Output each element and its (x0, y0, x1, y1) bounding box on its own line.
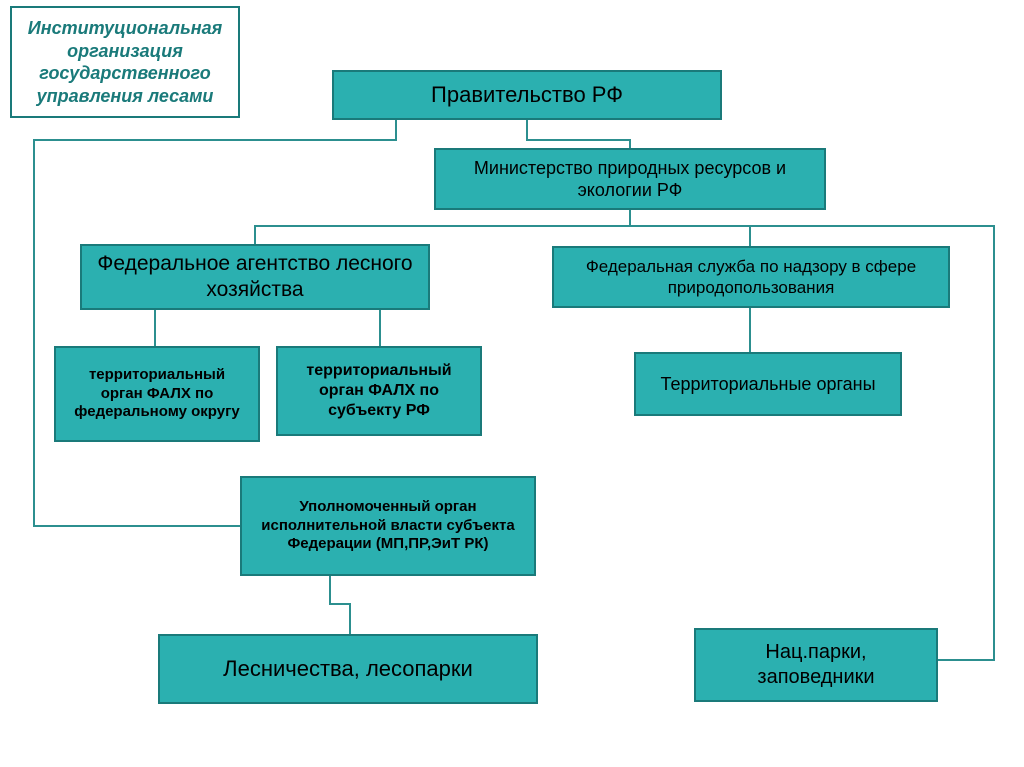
diagram-title: Институциональная организация государств… (10, 6, 240, 118)
node-upoln: Уполномоченный орган исполнительной влас… (240, 476, 536, 576)
node-lesn: Лесничества, лесопарки (158, 634, 538, 704)
node-falh_subj: территориальный орган ФАЛХ по субъекту Р… (276, 346, 482, 436)
node-territ: Территориальные органы (634, 352, 902, 416)
node-gov: Правительство РФ (332, 70, 722, 120)
node-service: Федеральная служба по надзору в сфере пр… (552, 246, 950, 308)
node-agency: Федеральное агентство лесного хозяйства (80, 244, 430, 310)
node-falh_fo: территориальный орган ФАЛХ по федерально… (54, 346, 260, 442)
node-ministry: Министерство природных ресурсов и эколог… (434, 148, 826, 210)
node-parks: Нац.парки, заповедники (694, 628, 938, 702)
